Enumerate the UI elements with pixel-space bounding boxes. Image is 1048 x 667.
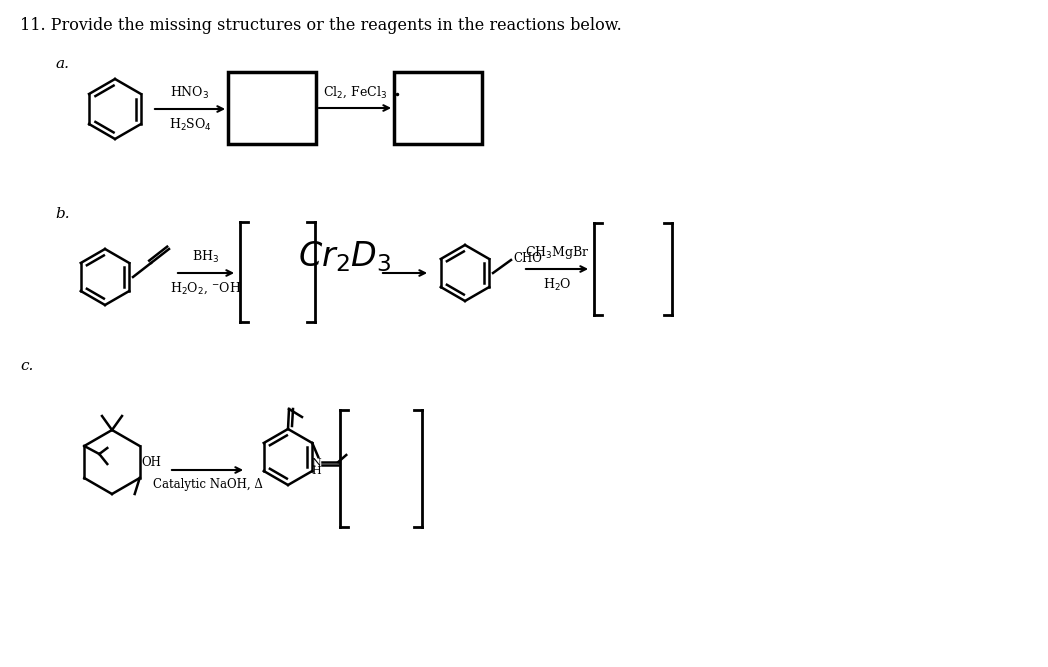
Text: H$_2$O: H$_2$O <box>543 277 571 293</box>
Text: OH: OH <box>141 456 161 469</box>
Text: a.: a. <box>54 57 69 71</box>
Text: H$_2$SO$_4$: H$_2$SO$_4$ <box>169 117 212 133</box>
Text: Catalytic NaOH, Δ: Catalytic NaOH, Δ <box>153 478 262 491</box>
Bar <box>228 72 316 144</box>
Text: BH$_3$: BH$_3$ <box>193 249 219 265</box>
Text: N: N <box>311 458 321 468</box>
Text: b.: b. <box>54 207 69 221</box>
Text: c.: c. <box>20 359 34 373</box>
Text: 11. Provide the missing structures or the reagents in the reactions below.: 11. Provide the missing structures or th… <box>20 17 621 34</box>
Text: CH$_3$MgBr: CH$_3$MgBr <box>525 244 589 261</box>
Text: H$_2$O$_2$, $^{-}$OH: H$_2$O$_2$, $^{-}$OH <box>170 281 242 296</box>
Text: H: H <box>311 466 321 476</box>
Text: CHO: CHO <box>514 251 542 265</box>
Text: $\mathit{Cr_2D_3}$: $\mathit{Cr_2D_3}$ <box>299 239 392 274</box>
Bar <box>394 72 482 144</box>
Text: HNO$_3$: HNO$_3$ <box>171 85 210 101</box>
Text: Cl$_2$, FeCl$_3$: Cl$_2$, FeCl$_3$ <box>323 85 387 100</box>
